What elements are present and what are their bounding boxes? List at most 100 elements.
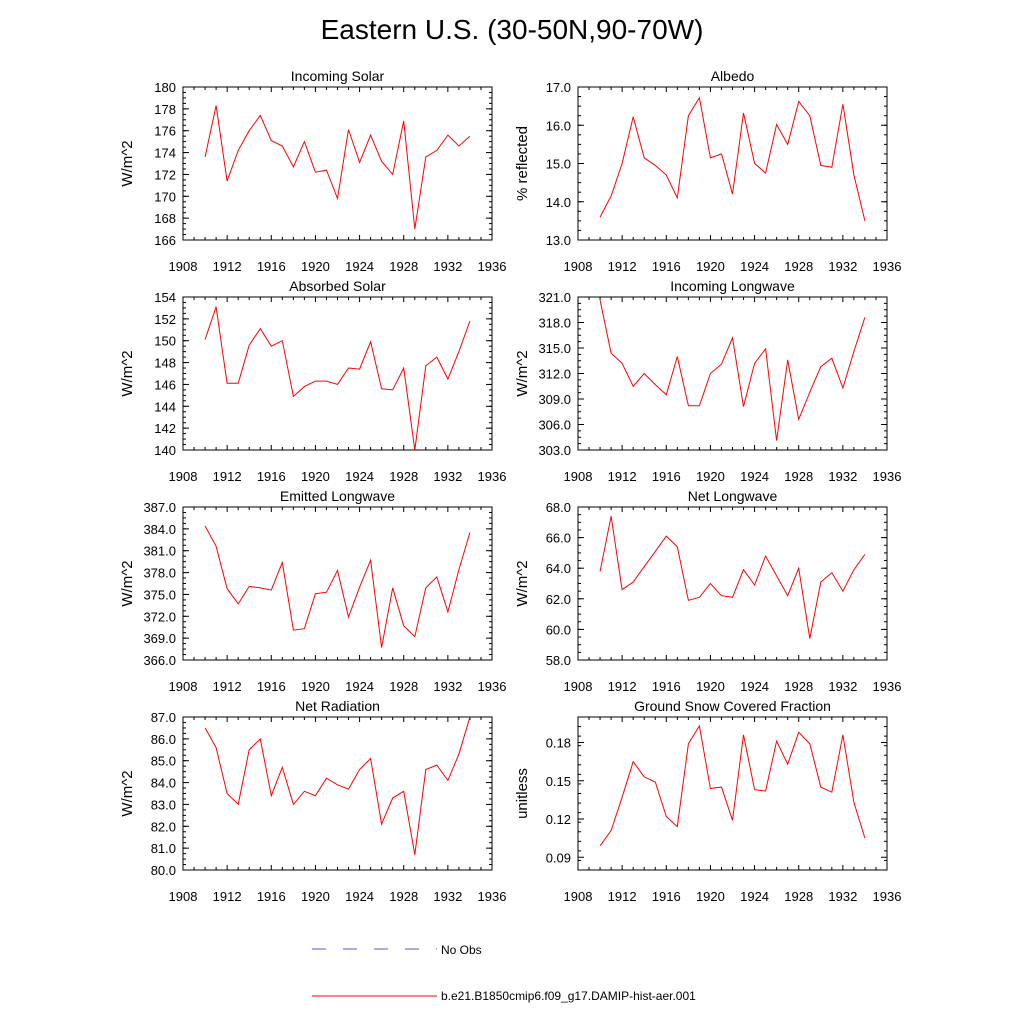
x-tick-label: 1920 bbox=[696, 259, 725, 274]
x-tick-label: 1912 bbox=[213, 889, 242, 904]
y-axis-label: W/m^2 bbox=[119, 560, 136, 606]
y-tick-label: 381.0 bbox=[143, 544, 176, 559]
x-tick-label: 1920 bbox=[301, 679, 330, 694]
y-tick-label: 80.0 bbox=[151, 863, 176, 878]
series-line bbox=[204, 525, 471, 648]
x-tick-label: 1932 bbox=[828, 889, 857, 904]
x-tick-label: 1924 bbox=[345, 679, 374, 694]
x-tick-label: 1924 bbox=[740, 679, 769, 694]
panel-3: Absorbed Solar W/m^2 1908 1912 1916 1920 1924 1… bbox=[119, 278, 506, 484]
panel-title: Albedo bbox=[711, 68, 755, 84]
panel-4: Incoming Longwave W/m^2 1908 1912 1916 1920 19… bbox=[514, 278, 901, 484]
y-tick-label: 146 bbox=[154, 377, 176, 392]
y-axis-label: W/m^2 bbox=[119, 770, 136, 816]
y-tick-label: 309.0 bbox=[538, 392, 571, 407]
y-axis-label: W/m^2 bbox=[119, 350, 136, 396]
plot-frame bbox=[182, 86, 493, 241]
y-tick-label: 168 bbox=[154, 211, 176, 226]
y-tick-label: 144 bbox=[154, 399, 176, 414]
panel-5: Emitted Longwave W/m^2 1908 1912 1916 1920 192… bbox=[119, 488, 506, 694]
legend: No Obs b.e21.B1850cmip6.f09_g17.DAMIP-his… bbox=[312, 943, 696, 1003]
y-tick-label: 312.0 bbox=[538, 367, 571, 382]
x-tick-label: 1936 bbox=[873, 889, 902, 904]
series-line bbox=[599, 96, 866, 222]
y-tick-label: 154 bbox=[154, 290, 176, 305]
x-tick-label: 1924 bbox=[345, 469, 374, 484]
x-tick-label: 1932 bbox=[828, 259, 857, 274]
y-tick-label: 14.0 bbox=[546, 195, 571, 210]
y-tick-label: 87.0 bbox=[151, 710, 176, 725]
series-line bbox=[599, 516, 866, 639]
y-tick-label: 83.0 bbox=[151, 797, 176, 812]
y-tick-label: 82.0 bbox=[151, 819, 176, 834]
x-tick-label: 1932 bbox=[433, 469, 462, 484]
x-tick-label: 1908 bbox=[169, 679, 198, 694]
y-tick-label: 0.12 bbox=[546, 812, 571, 827]
x-tick-label: 1924 bbox=[740, 469, 769, 484]
x-tick-label: 1924 bbox=[345, 259, 374, 274]
y-tick-label: 16.0 bbox=[546, 118, 571, 133]
plot-frame bbox=[577, 716, 888, 871]
y-axis-label: W/m^2 bbox=[514, 350, 531, 396]
x-tick-label: 1920 bbox=[301, 889, 330, 904]
x-tick-label: 1928 bbox=[784, 679, 813, 694]
y-axis-label: unitless bbox=[514, 768, 531, 819]
panel-title: Incoming Longwave bbox=[670, 278, 795, 294]
x-tick-label: 1928 bbox=[389, 469, 418, 484]
panel-title: Absorbed Solar bbox=[289, 278, 386, 294]
y-tick-label: 84.0 bbox=[151, 776, 176, 791]
y-tick-label: 152 bbox=[154, 312, 176, 327]
y-tick-label: 378.0 bbox=[143, 566, 176, 581]
panel-6: Net Longwave W/m^2 1908 1912 1916 1920 1924 192… bbox=[514, 488, 901, 694]
x-tick-label: 1912 bbox=[608, 889, 637, 904]
panel-title: Incoming Solar bbox=[291, 68, 385, 84]
y-tick-label: 375.0 bbox=[143, 587, 176, 602]
y-tick-label: 172 bbox=[154, 167, 176, 182]
y-tick-label: 150 bbox=[154, 334, 176, 349]
y-tick-label: 0.18 bbox=[546, 736, 571, 751]
y-tick-label: 13.0 bbox=[546, 233, 571, 248]
y-tick-label: 86.0 bbox=[151, 732, 176, 747]
y-tick-label: 176 bbox=[154, 124, 176, 139]
x-tick-label: 1932 bbox=[433, 259, 462, 274]
x-tick-label: 1920 bbox=[696, 889, 725, 904]
x-tick-label: 1928 bbox=[784, 259, 813, 274]
plot-frame bbox=[182, 506, 493, 661]
plot-frame bbox=[182, 716, 493, 871]
x-tick-label: 1908 bbox=[564, 889, 593, 904]
series-line bbox=[599, 724, 866, 847]
x-tick-label: 1908 bbox=[564, 469, 593, 484]
x-tick-label: 1908 bbox=[169, 889, 198, 904]
y-tick-label: 180 bbox=[154, 80, 176, 95]
panel-title: Net Longwave bbox=[688, 488, 778, 504]
x-tick-label: 1912 bbox=[213, 259, 242, 274]
y-axis-label: % reflected bbox=[514, 126, 531, 201]
y-tick-label: 170 bbox=[154, 189, 176, 204]
x-tick-label: 1920 bbox=[696, 679, 725, 694]
y-tick-label: 384.0 bbox=[143, 522, 176, 537]
x-tick-label: 1912 bbox=[608, 259, 637, 274]
x-tick-label: 1932 bbox=[828, 679, 857, 694]
y-tick-label: 369.0 bbox=[143, 631, 176, 646]
y-tick-label: 81.0 bbox=[151, 841, 176, 856]
y-tick-label: 140 bbox=[154, 443, 176, 458]
y-tick-label: 148 bbox=[154, 356, 176, 371]
x-tick-label: 1928 bbox=[784, 889, 813, 904]
x-tick-label: 1916 bbox=[257, 889, 286, 904]
plot-frame bbox=[577, 86, 888, 241]
y-tick-label: 315.0 bbox=[538, 341, 571, 356]
y-tick-label: 85.0 bbox=[151, 754, 176, 769]
figure-title: Eastern U.S. (30-50N,90-70W) bbox=[320, 14, 704, 45]
x-tick-label: 1924 bbox=[740, 889, 769, 904]
x-tick-label: 1932 bbox=[433, 889, 462, 904]
panel-title: Emitted Longwave bbox=[280, 488, 395, 504]
x-tick-label: 1932 bbox=[828, 469, 857, 484]
x-tick-label: 1912 bbox=[213, 679, 242, 694]
panel-title: Net Radiation bbox=[295, 698, 380, 714]
series-line bbox=[599, 300, 866, 441]
legend-label-no-obs: No Obs bbox=[441, 943, 482, 957]
x-tick-label: 1916 bbox=[652, 889, 681, 904]
y-tick-label: 178 bbox=[154, 102, 176, 117]
y-tick-label: 142 bbox=[154, 421, 176, 436]
